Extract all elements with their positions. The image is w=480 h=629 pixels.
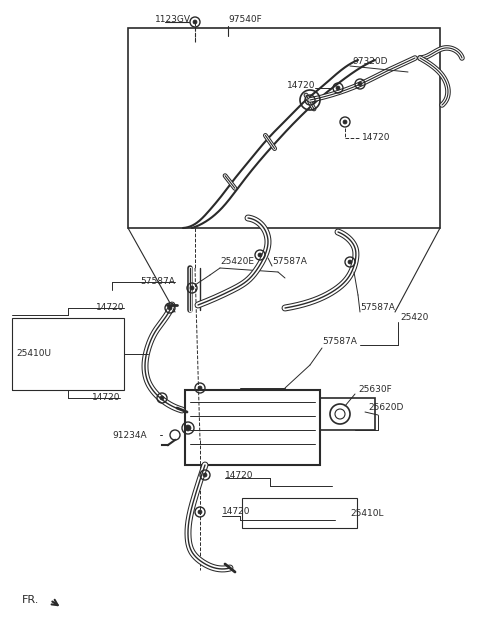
Text: 97540F: 97540F [228, 16, 262, 25]
Text: 97320D: 97320D [352, 57, 387, 67]
Circle shape [343, 120, 347, 124]
Text: 25410L: 25410L [350, 508, 384, 518]
Text: 25630F: 25630F [358, 386, 392, 394]
Circle shape [203, 473, 207, 477]
Circle shape [190, 286, 194, 290]
Text: 25620D: 25620D [368, 403, 403, 413]
Circle shape [198, 510, 202, 514]
Circle shape [348, 260, 352, 264]
Circle shape [185, 425, 191, 431]
Bar [12, 318, 124, 390]
Bar [128, 28, 440, 228]
Text: 14720: 14720 [225, 470, 253, 479]
Text: 91234A: 91234A [112, 430, 146, 440]
Circle shape [160, 396, 164, 400]
Text: 14720: 14720 [92, 394, 120, 403]
Text: 14720: 14720 [222, 508, 251, 516]
Text: 57587A: 57587A [322, 338, 357, 347]
Circle shape [336, 86, 340, 90]
Bar [320, 398, 375, 430]
Text: FR.: FR. [22, 595, 39, 605]
Text: 57587A: 57587A [140, 277, 175, 286]
Circle shape [168, 306, 172, 310]
Text: 14720: 14720 [287, 81, 315, 89]
Bar [185, 390, 320, 465]
Text: 57587A: 57587A [360, 304, 395, 313]
Text: 1123GV: 1123GV [155, 16, 191, 25]
Text: 14720: 14720 [96, 304, 124, 313]
Text: 25420E: 25420E [220, 257, 254, 267]
Text: 25420: 25420 [400, 313, 428, 323]
Circle shape [258, 253, 262, 257]
Circle shape [198, 386, 202, 390]
Text: 14720: 14720 [362, 133, 391, 143]
Text: 57587A: 57587A [272, 257, 307, 267]
Circle shape [193, 20, 197, 24]
Circle shape [358, 82, 362, 86]
Text: 25410U: 25410U [16, 350, 51, 359]
Bar [242, 498, 357, 528]
